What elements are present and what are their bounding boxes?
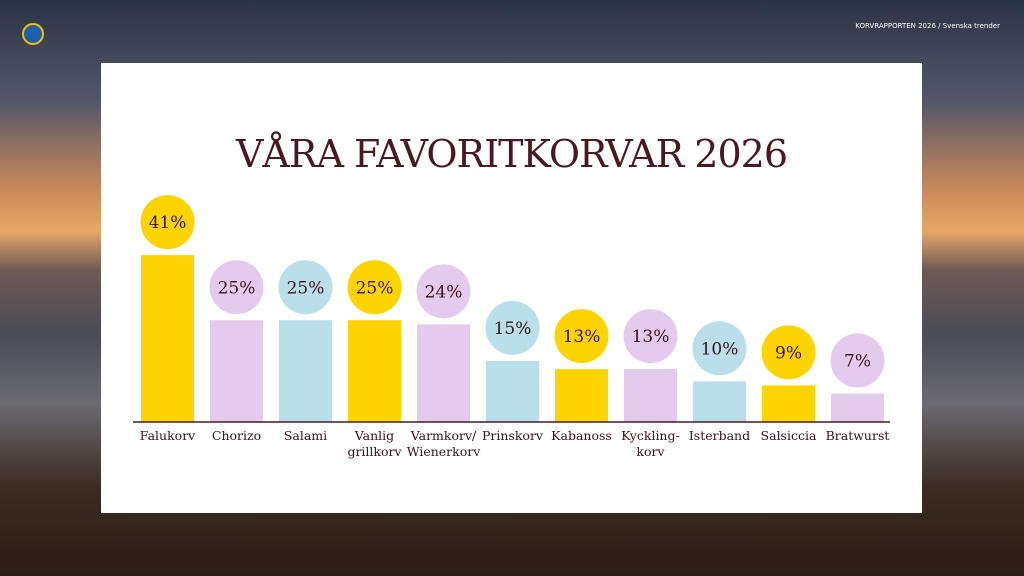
category-label: Kabanoss	[551, 428, 612, 443]
bar	[486, 360, 539, 422]
value-badge	[761, 325, 816, 380]
value-label: 13%	[563, 327, 601, 347]
value-badge	[278, 260, 333, 315]
value-label: 9%	[775, 343, 802, 363]
value-label: 13%	[632, 327, 670, 347]
value-label: 41%	[149, 213, 187, 233]
bar	[693, 381, 746, 422]
value-badge	[623, 309, 678, 364]
logo	[22, 23, 44, 45]
value-label: 15%	[494, 319, 532, 339]
value-badge	[692, 321, 747, 376]
value-label: 24%	[425, 282, 463, 302]
bar	[624, 369, 677, 422]
bar	[555, 369, 608, 422]
value-badge	[485, 300, 540, 355]
bar	[210, 320, 263, 422]
value-label: 25%	[218, 278, 256, 298]
value-label: 25%	[287, 278, 325, 298]
value-badge	[209, 260, 264, 315]
category-label: Varmkorv/ Wienerkorv	[406, 428, 481, 459]
category-label: Vanlig grillkorv	[347, 428, 402, 459]
category-label: Salsiccia	[760, 428, 817, 443]
bar	[831, 393, 884, 422]
value-label: 25%	[356, 278, 394, 298]
category-label: Kyckling- korv	[621, 428, 680, 459]
category-label: Bratwurst	[825, 428, 890, 443]
category-label: Falukorv	[139, 428, 196, 443]
bar	[348, 320, 401, 422]
chart-title: VÅRA FAVORITKORVAR 2026	[235, 132, 788, 176]
report-label: KORVRAPPORTEN 2026 / Svenska trender	[855, 22, 1000, 30]
value-label: 10%	[701, 339, 739, 359]
value-label: 7%	[844, 352, 871, 372]
category-label: Chorizo	[211, 428, 262, 443]
category-label: Salami	[283, 428, 328, 443]
value-badge	[347, 260, 402, 315]
bar	[417, 324, 470, 422]
bar	[279, 320, 332, 422]
value-badge	[830, 333, 885, 388]
value-badge	[416, 264, 471, 319]
category-label: Isterband	[688, 428, 751, 443]
bar	[762, 385, 815, 422]
category-label: Prinskorv	[482, 428, 543, 443]
value-badge	[554, 309, 609, 364]
bar	[141, 255, 194, 422]
value-badge	[140, 195, 195, 250]
